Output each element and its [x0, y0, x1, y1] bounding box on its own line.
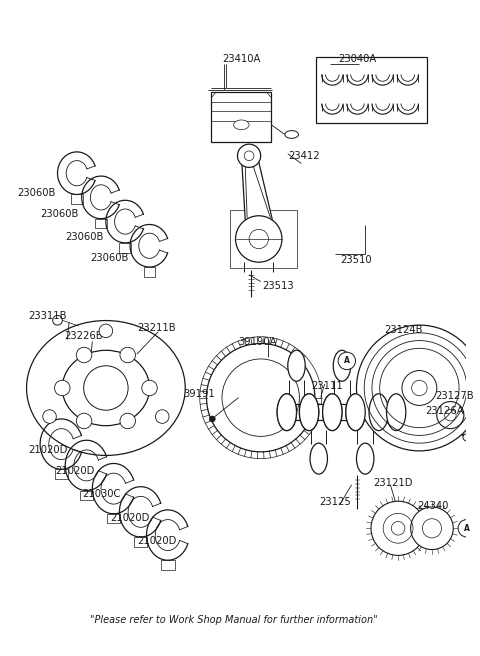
Text: 23211B: 23211B	[137, 323, 176, 333]
Bar	[95, 218, 107, 228]
Circle shape	[120, 413, 135, 429]
Circle shape	[437, 401, 464, 428]
Ellipse shape	[26, 321, 185, 455]
Circle shape	[53, 316, 62, 325]
Text: 21020D: 21020D	[56, 466, 95, 476]
Bar	[134, 537, 147, 546]
Bar	[71, 194, 83, 204]
Text: 24340: 24340	[418, 501, 449, 511]
Text: 23126A: 23126A	[425, 406, 464, 416]
Ellipse shape	[62, 350, 150, 426]
Bar	[107, 514, 120, 523]
Ellipse shape	[323, 394, 342, 430]
Ellipse shape	[300, 394, 319, 430]
Text: 21020D: 21020D	[28, 445, 68, 455]
Text: 23311B: 23311B	[28, 312, 67, 321]
Bar	[80, 491, 93, 501]
Bar	[161, 560, 175, 570]
Text: 21020D: 21020D	[110, 512, 149, 523]
Text: 39190A: 39190A	[239, 337, 277, 346]
Text: 23040A: 23040A	[338, 54, 376, 64]
Ellipse shape	[300, 394, 319, 430]
Ellipse shape	[346, 394, 365, 430]
Circle shape	[55, 380, 70, 396]
Text: 23060B: 23060B	[40, 209, 78, 219]
Ellipse shape	[333, 350, 351, 381]
Text: 23124B: 23124B	[384, 325, 423, 335]
Ellipse shape	[288, 350, 305, 381]
Ellipse shape	[277, 394, 297, 430]
Text: 23121D: 23121D	[373, 478, 412, 488]
Text: 23060B: 23060B	[17, 188, 55, 197]
Circle shape	[120, 347, 135, 363]
Circle shape	[76, 347, 92, 363]
Ellipse shape	[386, 394, 406, 430]
Text: 23513: 23513	[263, 281, 294, 291]
Text: 21020D: 21020D	[137, 536, 176, 546]
Circle shape	[236, 216, 282, 262]
Polygon shape	[280, 405, 396, 420]
Bar	[230, 210, 298, 268]
Text: 23060B: 23060B	[65, 232, 104, 242]
Ellipse shape	[463, 434, 473, 441]
Polygon shape	[241, 154, 272, 220]
Ellipse shape	[346, 394, 365, 430]
Ellipse shape	[285, 131, 299, 138]
Circle shape	[249, 230, 268, 249]
Text: 23111: 23111	[311, 381, 343, 391]
Circle shape	[209, 416, 215, 422]
Ellipse shape	[234, 120, 249, 130]
Ellipse shape	[369, 394, 388, 430]
Ellipse shape	[323, 394, 342, 430]
Circle shape	[142, 380, 157, 396]
Circle shape	[156, 410, 169, 423]
Text: 39191: 39191	[183, 389, 215, 399]
Text: 23410A: 23410A	[222, 54, 260, 64]
Circle shape	[43, 410, 56, 423]
Circle shape	[76, 413, 92, 429]
Text: 23412: 23412	[288, 151, 319, 161]
Circle shape	[411, 507, 453, 550]
Text: "Please refer to Work Shop Manual for further information": "Please refer to Work Shop Manual for fu…	[90, 615, 377, 625]
Text: 21030C: 21030C	[83, 489, 121, 499]
Text: 23125: 23125	[319, 497, 350, 507]
Bar	[211, 92, 271, 142]
Circle shape	[402, 371, 437, 405]
Text: 23127B: 23127B	[435, 391, 473, 401]
Circle shape	[338, 352, 356, 369]
Ellipse shape	[386, 394, 406, 430]
Bar	[120, 243, 131, 253]
Circle shape	[206, 344, 315, 452]
Text: A: A	[464, 523, 470, 533]
Ellipse shape	[310, 443, 327, 474]
Text: A: A	[344, 356, 350, 365]
Circle shape	[99, 324, 113, 338]
Circle shape	[458, 520, 476, 537]
Ellipse shape	[369, 394, 388, 430]
Circle shape	[371, 501, 425, 556]
Bar	[316, 57, 427, 123]
Circle shape	[238, 144, 261, 167]
Text: 23226B: 23226B	[64, 331, 103, 340]
Text: 23060B: 23060B	[90, 253, 129, 263]
Circle shape	[84, 366, 128, 410]
Text: 23510: 23510	[340, 255, 372, 265]
Ellipse shape	[357, 443, 374, 474]
Circle shape	[357, 325, 480, 451]
Bar	[144, 267, 155, 277]
Ellipse shape	[277, 394, 297, 430]
Bar	[55, 469, 68, 479]
